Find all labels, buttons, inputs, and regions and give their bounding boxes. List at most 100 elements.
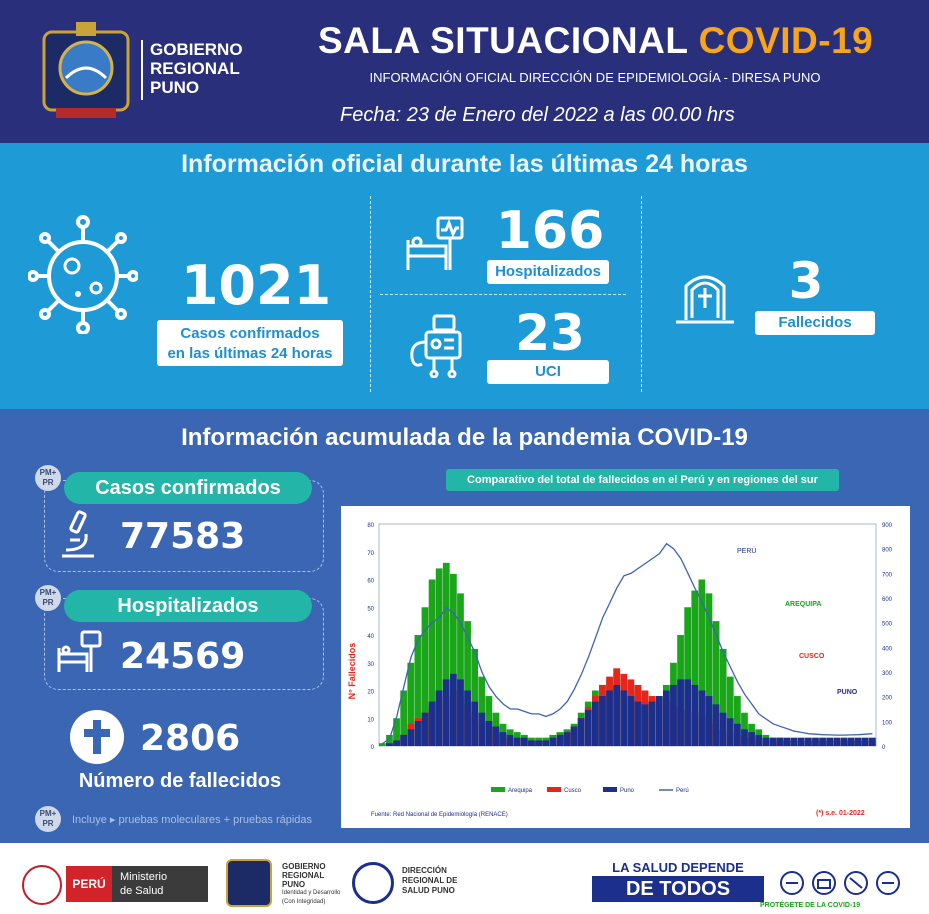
bar-puno bbox=[528, 740, 535, 746]
bar-arequipa bbox=[379, 743, 386, 746]
bar-puno bbox=[421, 712, 429, 746]
bar-puno bbox=[790, 737, 798, 746]
divider-middle bbox=[380, 294, 626, 295]
bar-puno bbox=[442, 679, 450, 746]
gr-seal-small bbox=[226, 859, 272, 907]
y-left-tick-label: 10 bbox=[367, 717, 374, 723]
bar-puno bbox=[755, 734, 763, 746]
bar-puno bbox=[393, 740, 400, 746]
y-right-tick-label: 700 bbox=[882, 572, 893, 578]
cross-icon bbox=[70, 710, 124, 764]
gr-footer-line4: Identidad y Desarrollo bbox=[282, 890, 341, 896]
hospital-bed-icon bbox=[56, 630, 104, 679]
bar-arequipa bbox=[414, 635, 422, 746]
label-arequipa: AREQUIPA bbox=[785, 601, 821, 608]
cum-cases-value: 77583 bbox=[120, 516, 246, 557]
y-right-tick-label: 100 bbox=[882, 720, 893, 726]
cumulative-title: Información acumulada de la pandemia COV… bbox=[181, 424, 748, 451]
bar-arequipa bbox=[726, 676, 734, 747]
campaign-line3: PROTÉGETE DE LA COVID-19 bbox=[760, 902, 861, 909]
y-left-tick-label: 40 bbox=[367, 634, 374, 640]
y-right-tick-label: 0 bbox=[882, 745, 886, 751]
bar-arequipa bbox=[705, 593, 713, 747]
pm-pr-badge: PM+ PR bbox=[35, 806, 61, 832]
title-covid: COVID-19 bbox=[698, 20, 874, 61]
bar-arequipa bbox=[698, 579, 706, 746]
bar-puno bbox=[606, 690, 613, 746]
bar-arequipa bbox=[691, 590, 699, 746]
legend-swatch bbox=[603, 787, 617, 792]
legend-label: Puno bbox=[620, 788, 635, 794]
label-puno: PUNO bbox=[837, 689, 858, 696]
campaign-logo: LA SALUD DEPENDE DE TODOS bbox=[592, 860, 764, 910]
header-banner bbox=[0, 0, 929, 143]
cum-hosp-label: Hospitalizados bbox=[64, 590, 312, 622]
gobierno-regional-name: GOBIERNO REGIONAL PUNO bbox=[150, 40, 243, 97]
bar-arequipa bbox=[428, 579, 436, 746]
last24-title: Información oficial durante las últimas … bbox=[181, 150, 748, 178]
gov-line-1: GOBIERNO bbox=[150, 40, 243, 59]
bar-arequipa bbox=[471, 648, 479, 747]
gr-footer-line1: GOBIERNO bbox=[282, 862, 326, 871]
bar-puno bbox=[428, 701, 436, 746]
y-right-tick-label: 400 bbox=[882, 646, 893, 652]
uci-24h-label: UCI bbox=[487, 360, 609, 384]
bar-puno bbox=[833, 737, 841, 746]
pm-badge-line2: PR bbox=[42, 598, 54, 607]
pm-badge-line1: PM+ bbox=[39, 809, 57, 818]
bar-puno bbox=[613, 684, 621, 746]
icu-monitor-icon bbox=[404, 312, 466, 383]
bar-puno bbox=[826, 737, 834, 746]
regional-seal-logo bbox=[36, 18, 136, 122]
bar-puno bbox=[776, 737, 784, 746]
bar-puno bbox=[726, 718, 734, 746]
minsa-line2: de Salud bbox=[120, 885, 164, 897]
bar-puno bbox=[592, 701, 599, 746]
pm-badge-line1: PM+ bbox=[39, 468, 57, 477]
bar-puno bbox=[663, 690, 670, 746]
bar-puno bbox=[861, 737, 869, 746]
diresa-line1: DIRECCIÓN bbox=[402, 866, 447, 875]
y-right-tick-label: 800 bbox=[882, 548, 893, 554]
y-left-tick-label: 20 bbox=[367, 690, 374, 696]
bar-puno bbox=[868, 737, 876, 746]
bar-puno bbox=[506, 734, 514, 746]
bar-puno bbox=[556, 734, 564, 746]
bar-arequipa bbox=[485, 696, 493, 746]
legend-label: Arequipa bbox=[508, 788, 533, 794]
virus-icon bbox=[27, 214, 139, 339]
legend-label: Cusco bbox=[564, 788, 582, 794]
bar-arequipa bbox=[435, 568, 443, 746]
bar-puno bbox=[641, 704, 649, 747]
bar-puno bbox=[705, 696, 713, 746]
bar-puno bbox=[478, 712, 486, 746]
header-separator bbox=[141, 40, 143, 100]
minsa-line1: Ministerio bbox=[120, 871, 168, 883]
gov-line-3: PUNO bbox=[150, 78, 200, 97]
cum-hosp-value: 24569 bbox=[120, 636, 246, 677]
bar-puno bbox=[599, 696, 606, 746]
pm-badge-line2: PR bbox=[42, 478, 54, 487]
deaths-24h-label: Fallecidos bbox=[755, 311, 875, 335]
bar-puno bbox=[762, 737, 770, 746]
bar-puno bbox=[741, 729, 748, 746]
bar-puno bbox=[691, 684, 699, 746]
diresa-line2: REGIONAL DE bbox=[402, 876, 458, 885]
y-left-tick-label: 60 bbox=[367, 579, 374, 585]
chart-source: Fuente: Red Nacional de Epidemiología (R… bbox=[371, 812, 508, 818]
bar-puno bbox=[563, 732, 571, 747]
bar-puno bbox=[805, 737, 812, 746]
divider-left bbox=[370, 196, 371, 392]
diresa-text: DIRECCIÓN REGIONAL DE SALUD PUNO bbox=[402, 866, 457, 896]
deaths-comparison-chart: 0 10 20 30 40 50 60 70 80 0 100 200 300 400 500 600 700 8… bbox=[341, 506, 910, 828]
bar-arequipa bbox=[407, 662, 415, 746]
bar-puno bbox=[648, 701, 656, 746]
bar-arequipa bbox=[421, 607, 429, 746]
bar-arequipa bbox=[719, 648, 727, 747]
y-left-tick-label: 50 bbox=[367, 606, 374, 612]
bar-arequipa bbox=[400, 690, 408, 746]
y-right-tick-label: 900 bbox=[882, 523, 893, 529]
bar-puno bbox=[577, 718, 585, 746]
diresa-logo-icon bbox=[352, 862, 394, 904]
bar-puno bbox=[620, 690, 628, 746]
